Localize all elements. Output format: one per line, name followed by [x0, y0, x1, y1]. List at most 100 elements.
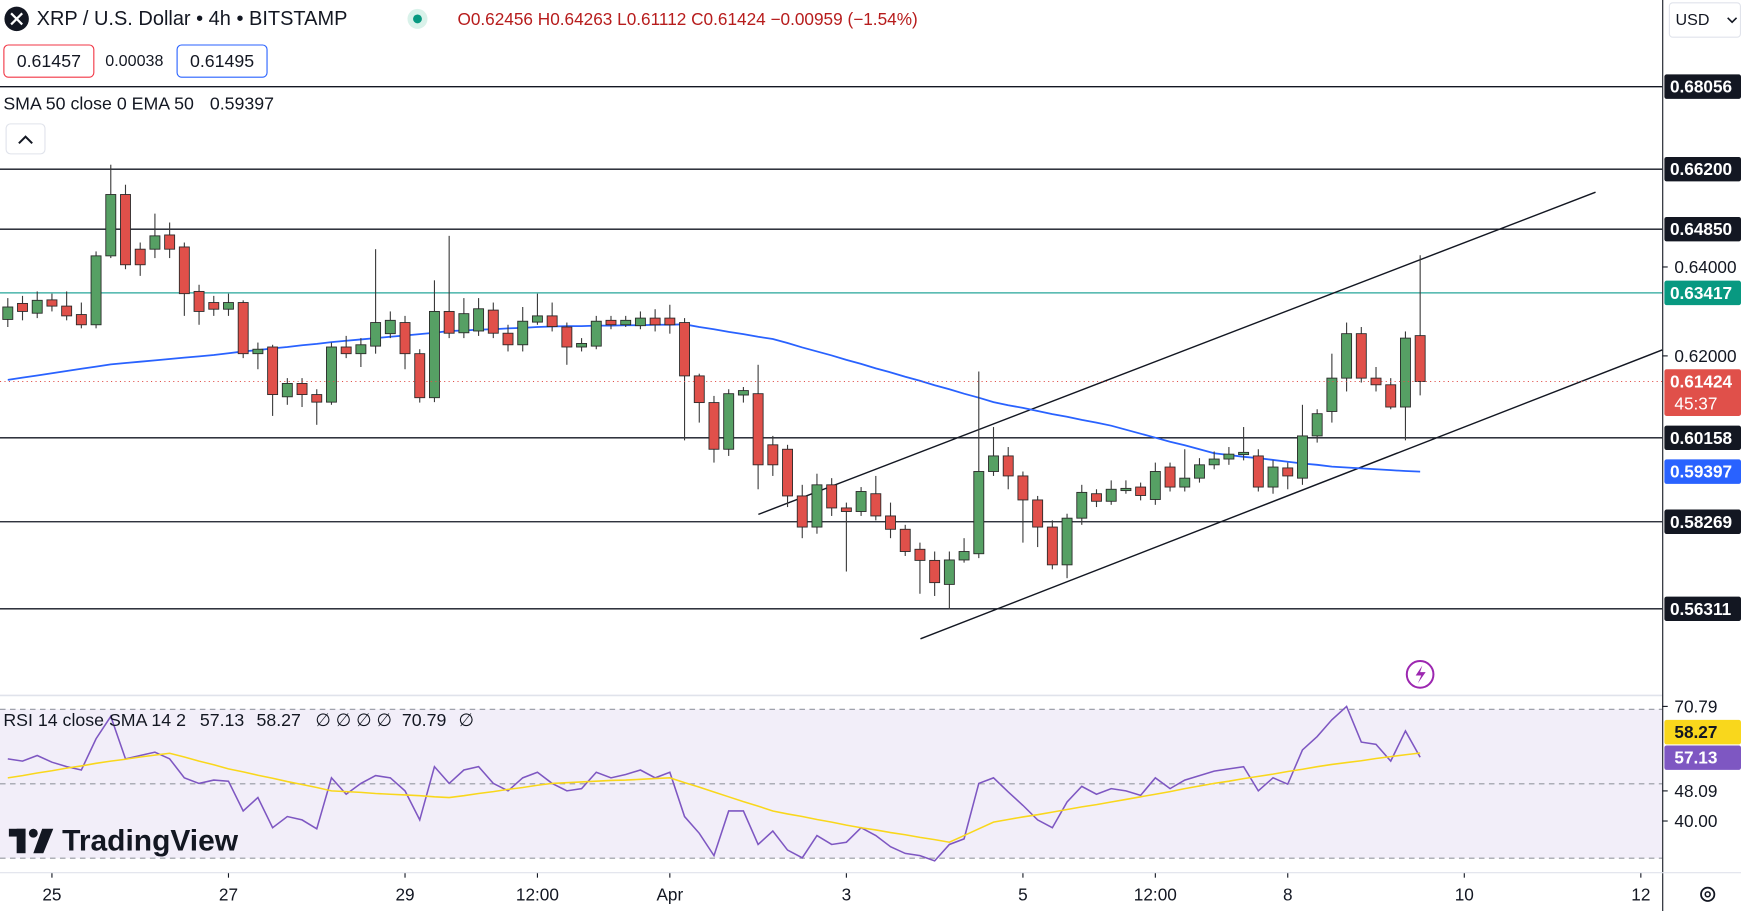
candle-body	[473, 308, 485, 332]
candle-body	[1370, 377, 1382, 386]
level-label-box	[1664, 425, 1741, 451]
countdown-label: 45:37	[1674, 394, 1717, 414]
rsi-value-box	[1664, 745, 1741, 770]
level-label: 0.64850	[1670, 219, 1732, 239]
currency-dropdown[interactable]	[1668, 2, 1741, 38]
events-icon-glyph	[1415, 665, 1426, 684]
candle-body	[1002, 455, 1014, 477]
last-price-label: 0.61424	[1670, 371, 1733, 391]
settings-icon[interactable]	[1700, 886, 1716, 902]
candle-body	[664, 317, 676, 326]
candle-body	[517, 320, 529, 346]
rsi-sma-legend-value: 58.27	[256, 710, 300, 730]
symbol-icon-glyph	[10, 12, 23, 26]
candle-body	[870, 493, 882, 517]
x-tick-label: Apr	[656, 884, 683, 904]
price-plot	[0, 164, 1663, 610]
candle-body	[370, 322, 382, 347]
candle-body	[561, 326, 573, 348]
candle-body	[46, 299, 58, 307]
candle-body	[546, 315, 558, 327]
symbol-title: XRP / U.S. Dollar • 4h • BITSTAMP	[37, 8, 348, 30]
highlight-level-label-box	[1664, 280, 1741, 306]
candle-body	[605, 319, 617, 326]
low-value: L0.61112	[617, 9, 686, 29]
level-label-box	[1664, 156, 1741, 182]
axis-layer: 0.64000 0.62000 0.68056 0.66200 0.64850 0.601…	[42, 74, 1741, 904]
candle-body	[914, 548, 926, 561]
x-tick-label: 12:00	[516, 884, 559, 904]
candle-body	[384, 319, 396, 335]
candle-body	[311, 394, 323, 403]
rsi-line	[7, 752, 1421, 844]
open-value: O0.62456	[457, 9, 533, 29]
rsi-y-tick-label: 40.00	[1674, 811, 1717, 831]
ema-price-label-box	[1664, 459, 1741, 484]
rsi-legend-marks: ∅ ∅ ∅ ∅	[315, 710, 392, 730]
candle-body	[208, 302, 220, 310]
candle-body	[1194, 464, 1205, 479]
candle-body	[105, 194, 117, 257]
candle-body	[943, 559, 955, 585]
logo-glyph	[28, 828, 38, 838]
candle-body	[634, 317, 646, 327]
y-tick-label: 0.62000	[1674, 346, 1736, 366]
settings-icon-center	[1704, 891, 1711, 898]
candle-body	[1032, 499, 1044, 528]
candle-body	[75, 314, 87, 326]
candle-body	[1120, 487, 1132, 492]
candle-body	[1135, 486, 1147, 496]
candle-body	[326, 346, 337, 403]
x-tick-label: 25	[42, 884, 61, 904]
level-label-box	[1664, 74, 1741, 99]
candle-body	[1105, 488, 1117, 502]
candle-body	[1414, 335, 1426, 382]
x-tick-label: 12	[1631, 884, 1650, 904]
highlight-level-label: 0.63417	[1670, 283, 1732, 303]
currency-label: USD	[1675, 11, 1709, 29]
candle-body	[502, 332, 514, 346]
rsi-legend-tail: ∅	[459, 710, 474, 730]
ema-legend-value: 0.59397	[210, 93, 274, 113]
candle-body	[693, 375, 705, 404]
logo-text: TradingView	[62, 825, 239, 858]
candle-body	[723, 393, 735, 450]
candle-body	[1238, 451, 1250, 456]
candle-body	[855, 491, 867, 512]
candle-body	[1311, 413, 1323, 437]
candle-body	[1091, 493, 1102, 502]
candle-body	[193, 290, 205, 312]
candle-body	[252, 348, 264, 355]
logo-glyph	[16, 828, 26, 854]
collapse-chevron	[18, 135, 33, 145]
candle-body	[752, 393, 764, 466]
level-label-box	[1664, 216, 1741, 242]
channel-upper-line	[758, 191, 1596, 516]
candle-body	[414, 353, 426, 399]
candle-body	[355, 344, 367, 355]
candle-body	[281, 383, 293, 398]
bid-box[interactable]	[3, 44, 95, 78]
rsi-legend: RSI 14 close SMA 14 2	[3, 710, 186, 730]
level-label: 0.66200	[1670, 159, 1732, 179]
x-tick-label: 3	[842, 884, 852, 904]
candle-body	[737, 390, 749, 396]
candle-body	[988, 455, 999, 472]
rsi-value-box	[1664, 719, 1741, 745]
candle-body	[811, 484, 823, 528]
market-status-dot	[413, 14, 422, 24]
candle-body	[1061, 517, 1073, 566]
candle-body	[899, 528, 911, 552]
collapse-button[interactable]	[5, 123, 46, 155]
candle-body	[1385, 384, 1397, 408]
candle-body	[17, 302, 28, 312]
candle-body	[31, 299, 43, 314]
ask-box[interactable]	[176, 44, 268, 78]
x-tick-label: 5	[1018, 884, 1028, 904]
bid-price: 0.61457	[17, 51, 81, 71]
candle-body	[223, 302, 234, 310]
candle-body	[237, 302, 249, 355]
candle-body	[1179, 477, 1191, 488]
candle-body	[840, 507, 852, 512]
